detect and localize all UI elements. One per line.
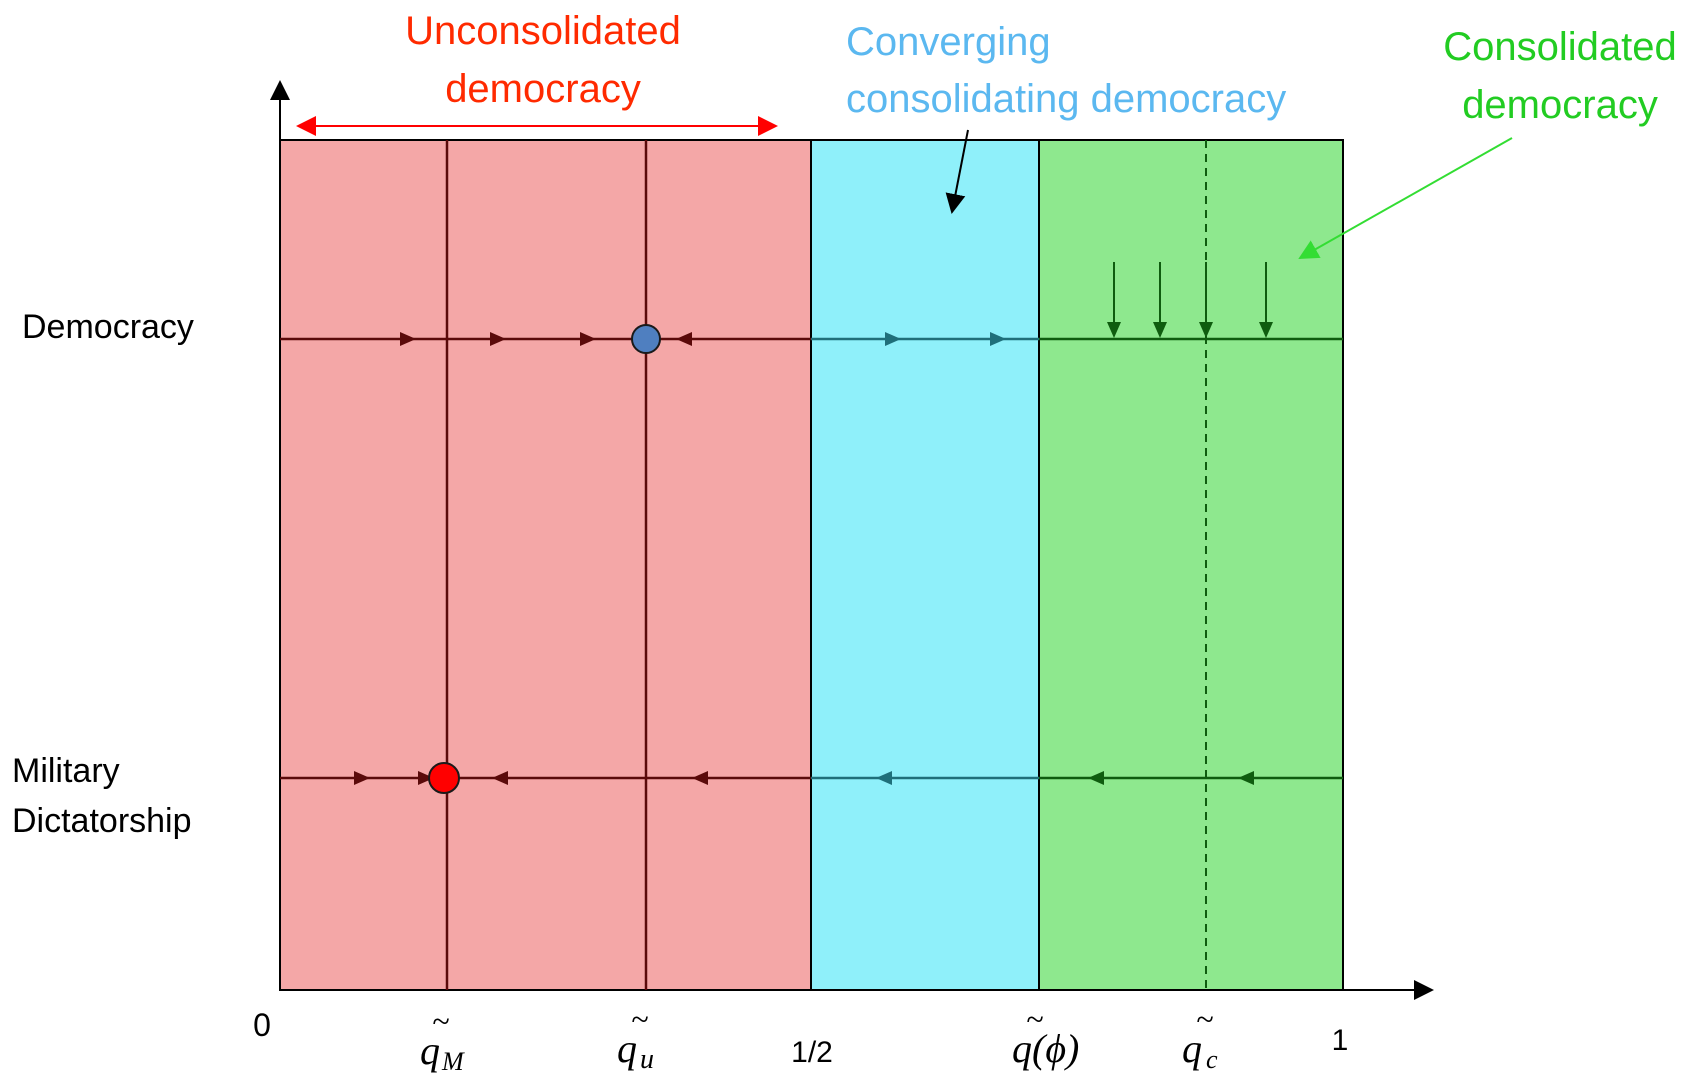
military-stable-point xyxy=(429,763,459,793)
axis-origin-label: 0 xyxy=(253,1007,271,1043)
unconsolidated-title-line2: democracy xyxy=(445,67,641,111)
consolidated-title-line1: Consolidated xyxy=(1443,25,1677,69)
axis-half-label: 1/2 xyxy=(791,1036,833,1069)
unconsolidated-title-line1: Unconsolidated xyxy=(405,9,681,53)
democracy-label: Democracy xyxy=(22,308,194,346)
converging-title-line1: Converging xyxy=(846,20,1051,64)
region-consolidated xyxy=(1039,140,1343,990)
region-converging xyxy=(811,140,1039,990)
democracy-stable-point xyxy=(632,325,660,353)
military-label-line1: Military xyxy=(12,752,120,790)
military-label-line2: Dictatorship xyxy=(12,802,192,840)
region-unconsolidated xyxy=(280,140,811,990)
consolidated-title-line2: democracy xyxy=(1462,83,1658,127)
axis-one-label: 1 xyxy=(1332,1024,1349,1057)
converging-title-line2: consolidating democracy xyxy=(846,77,1286,121)
q-phi-label: q(ϕ) xyxy=(1012,1026,1079,1071)
